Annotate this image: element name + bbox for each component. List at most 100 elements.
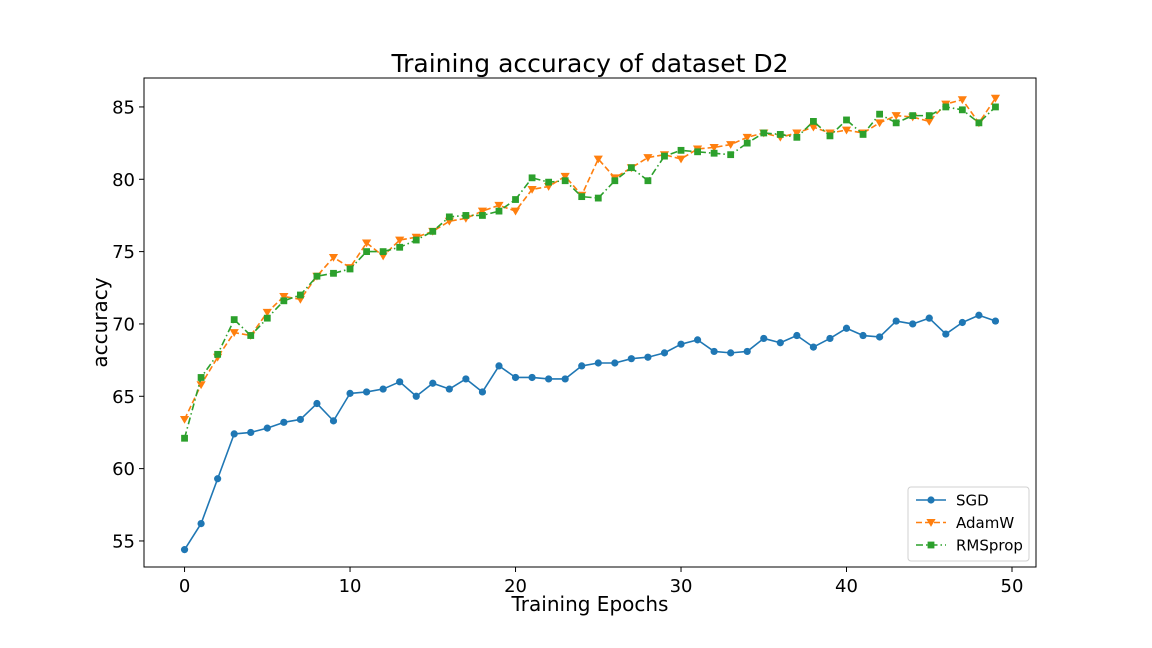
data-point-rmsprop xyxy=(313,272,321,280)
data-point-adamw xyxy=(643,154,653,162)
data-point-adamw xyxy=(196,381,206,390)
data-point-sgd xyxy=(826,334,834,343)
y-tick-label: 55 xyxy=(112,531,135,552)
data-point-rmsprop xyxy=(826,132,834,140)
series-layer xyxy=(179,94,1001,554)
data-point-rmsprop xyxy=(810,118,817,125)
data-point-rmsprop xyxy=(528,174,536,182)
data-point-adamw xyxy=(676,155,686,164)
data-point-rmsprop xyxy=(876,110,884,118)
legend-label: AdamW xyxy=(956,514,1014,532)
data-point-sgd xyxy=(197,519,205,528)
data-point-sgd xyxy=(247,428,255,437)
data-point-sgd xyxy=(859,331,867,340)
data-point-sgd xyxy=(776,339,784,347)
legend-marker xyxy=(926,519,936,527)
data-point-rmsprop xyxy=(247,332,255,339)
data-point-sgd xyxy=(511,373,520,382)
data-point-rmsprop xyxy=(661,152,668,160)
data-point-sgd xyxy=(727,349,735,357)
data-point-adamw xyxy=(990,94,1001,103)
data-point-adamw xyxy=(328,253,339,262)
data-point-sgd xyxy=(909,320,917,328)
data-point-rmsprop xyxy=(561,177,569,185)
series-line-rmsprop xyxy=(183,106,997,439)
data-point-rmsprop xyxy=(263,314,271,322)
data-point-rmsprop xyxy=(975,119,983,127)
data-point-sgd xyxy=(379,385,387,393)
data-point-adamw xyxy=(808,123,819,132)
data-point-sgd xyxy=(346,389,354,397)
legend-item-adamw: AdamW xyxy=(916,514,1014,532)
data-point-adamw xyxy=(560,172,570,181)
data-point-sgd xyxy=(660,349,669,357)
data-point-rmsprop xyxy=(181,434,188,442)
data-point-rmsprop xyxy=(958,106,966,114)
legend-label: RMSprop xyxy=(956,537,1023,555)
data-point-sgd xyxy=(677,340,685,348)
data-point-rmsprop xyxy=(330,269,337,277)
y-tick-label: 60 xyxy=(112,459,135,480)
x-tick-label: 0 xyxy=(179,576,190,597)
data-point-sgd xyxy=(578,362,586,370)
data-point-adamw xyxy=(179,415,190,424)
data-point-rmsprop xyxy=(512,196,519,203)
data-point-sgd xyxy=(611,359,619,367)
data-point-sgd xyxy=(230,430,238,438)
data-point-sgd xyxy=(462,375,470,383)
data-point-rmsprop xyxy=(859,131,867,138)
legend-label: SGD xyxy=(956,492,989,510)
data-point-sgd xyxy=(743,347,751,356)
data-point-sgd xyxy=(892,317,900,325)
data-point-sgd xyxy=(214,475,222,483)
series-rmsprop xyxy=(181,103,999,442)
data-point-adamw xyxy=(477,207,488,216)
x-tick-label: 40 xyxy=(835,576,858,597)
y-axis-title: accuracy xyxy=(88,277,112,367)
data-point-rmsprop xyxy=(627,164,635,172)
data-point-rmsprop xyxy=(776,131,784,138)
legend-box xyxy=(907,486,1030,562)
data-point-sgd xyxy=(445,385,453,393)
data-point-adamw xyxy=(709,143,719,152)
data-point-adamw xyxy=(924,117,934,126)
data-point-rmsprop xyxy=(942,103,950,111)
data-point-rmsprop xyxy=(611,177,619,185)
data-point-rmsprop xyxy=(429,227,437,235)
data-point-sgd xyxy=(925,314,933,322)
x-tick-label: 30 xyxy=(670,576,693,597)
data-point-adamw xyxy=(593,155,603,164)
data-point-rmsprop xyxy=(379,248,387,256)
data-point-sgd xyxy=(329,417,338,425)
data-point-adamw xyxy=(262,308,272,317)
data-point-rmsprop xyxy=(479,212,486,219)
data-point-rmsprop xyxy=(992,103,999,111)
y-tick-label: 70 xyxy=(112,314,135,335)
data-point-sgd xyxy=(429,379,437,387)
data-point-sgd xyxy=(412,392,420,400)
data-point-rmsprop xyxy=(793,133,801,141)
data-point-adamw xyxy=(527,185,537,194)
legend: SGD AdamW RMSprop xyxy=(907,486,1030,562)
data-point-adamw xyxy=(841,126,852,135)
data-point-adamw xyxy=(510,207,521,216)
data-point-rmsprop xyxy=(396,243,404,251)
data-point-rmsprop xyxy=(545,178,553,186)
data-point-adamw xyxy=(957,96,967,105)
data-point-sgd xyxy=(561,375,569,383)
data-point-sgd xyxy=(495,362,503,370)
data-point-sgd xyxy=(793,331,801,340)
data-point-rmsprop xyxy=(710,149,718,157)
legend-marker xyxy=(927,496,935,504)
data-point-rmsprop xyxy=(694,148,701,156)
data-point-adamw xyxy=(742,133,752,142)
data-point-sgd xyxy=(478,388,487,396)
series-line-adamw xyxy=(183,97,997,420)
y-tick-label: 75 xyxy=(112,242,135,263)
data-point-sgd xyxy=(362,388,371,396)
data-point-sgd xyxy=(594,359,602,367)
data-point-rmsprop xyxy=(296,291,304,299)
data-point-rmsprop xyxy=(727,151,735,159)
